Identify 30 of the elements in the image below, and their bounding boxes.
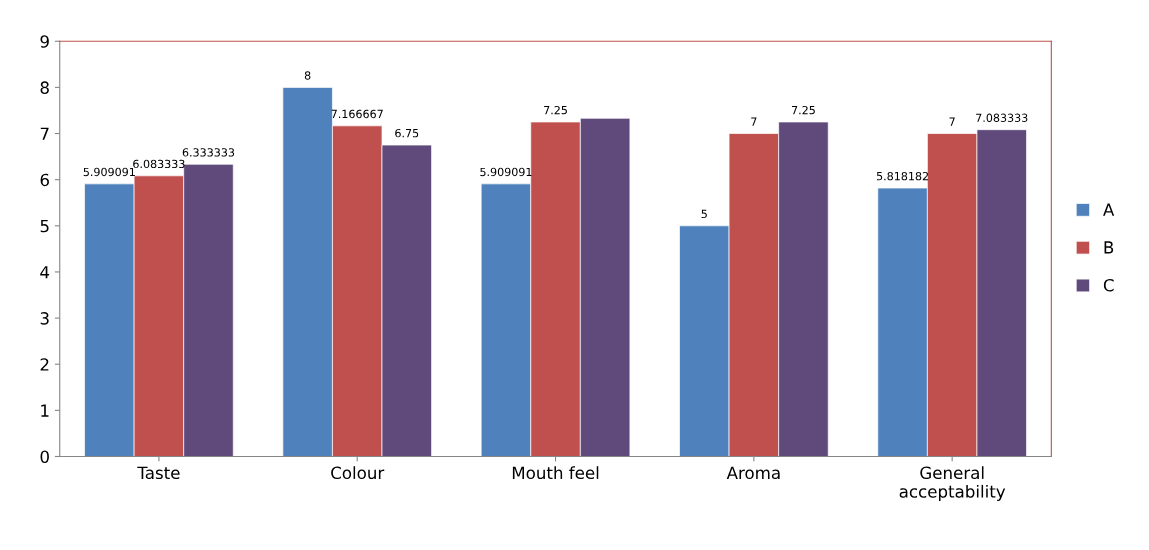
y-tick-label: 9: [40, 35, 49, 48]
data-label: 7.083333: [976, 113, 1028, 122]
data-label: 5.818182: [876, 171, 928, 181]
x-tick-label: Taste: [137, 466, 180, 480]
y-tick-label: 7: [40, 127, 49, 140]
legend-label: B: [1104, 241, 1114, 254]
y-tick-label: 2: [40, 358, 49, 371]
data-label: 7: [751, 117, 757, 126]
data-label: 8: [304, 71, 311, 80]
y-tick-label: 3: [40, 312, 49, 325]
y-tick-label: 8: [40, 81, 49, 94]
data-label: 7: [949, 117, 955, 126]
y-tick-label: 1: [41, 404, 49, 417]
x-tick-label: Mouth feel: [512, 466, 599, 480]
y-tick-label: 0: [40, 450, 49, 464]
data-label: 7.25: [791, 105, 815, 115]
data-label: 6.75: [395, 128, 419, 138]
data-label: 5.909091: [83, 167, 135, 177]
x-tick-label: Colour: [331, 466, 385, 480]
y-tick-label: 5: [40, 219, 49, 233]
data-label: 6.083333: [133, 159, 185, 169]
legend-label: A: [1103, 203, 1115, 216]
data-label: 7.25: [544, 105, 567, 115]
x-tick-label: Aroma: [726, 466, 780, 480]
data-label: 5: [701, 209, 707, 219]
x-tick-label: General acceptability: [899, 466, 1006, 502]
data-label: 6.333333: [182, 148, 235, 157]
y-tick-label: 4: [40, 266, 50, 279]
y-tick-label: 6: [40, 173, 49, 187]
legend-label: C: [1103, 278, 1114, 292]
